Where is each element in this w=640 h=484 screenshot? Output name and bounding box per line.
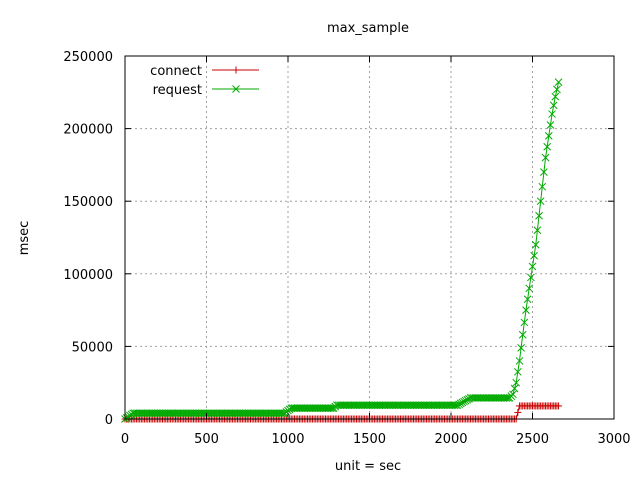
y-tick-label: 200000 bbox=[63, 123, 113, 138]
x-axis-label: unit = sec bbox=[335, 459, 401, 474]
data-point-request bbox=[551, 92, 560, 101]
data-point-request bbox=[528, 262, 537, 271]
data-point-request bbox=[522, 306, 530, 314]
grid-layer bbox=[125, 56, 614, 419]
legend-marker-request bbox=[232, 85, 240, 93]
legend-label-request: request bbox=[153, 83, 202, 98]
data-point-request bbox=[553, 85, 561, 94]
data-point-request bbox=[549, 101, 558, 110]
data-point-request bbox=[531, 240, 540, 249]
data-point-request bbox=[533, 226, 542, 235]
data-point-request bbox=[543, 142, 552, 151]
x-tick-label: 1000 bbox=[271, 432, 304, 447]
data-point-request bbox=[546, 121, 555, 129]
data-point-request bbox=[538, 182, 547, 191]
data-point-connect bbox=[514, 408, 522, 416]
data-point-request bbox=[536, 197, 545, 206]
data-point-request bbox=[512, 378, 521, 387]
x-tick-label: 500 bbox=[194, 432, 219, 447]
data-point-request bbox=[527, 273, 535, 282]
x-tick-label: 0 bbox=[121, 432, 129, 447]
data-point-request bbox=[513, 367, 522, 376]
data-point-request bbox=[326, 404, 335, 412]
data-point-request bbox=[541, 153, 550, 162]
series-markers-request bbox=[121, 78, 563, 423]
legend: connect request bbox=[150, 64, 259, 98]
data-point-request bbox=[540, 168, 548, 177]
data-point-request bbox=[517, 343, 525, 352]
y-tick-label: 150000 bbox=[63, 195, 113, 210]
data-point-request bbox=[502, 394, 511, 402]
data-point-request bbox=[523, 295, 532, 304]
data-point-request bbox=[518, 330, 527, 339]
data-point-request bbox=[277, 409, 286, 418]
axis-layer: 0 500 1000 1500 2000 2500 3000 0 50000 100000 1500… bbox=[63, 50, 630, 447]
y-tick-label: 50000 bbox=[72, 340, 113, 355]
data-point-request bbox=[525, 284, 534, 293]
x-tick-label: 1500 bbox=[353, 432, 386, 447]
x-tick-label: 2000 bbox=[434, 432, 467, 447]
data-point-request bbox=[510, 384, 519, 393]
data-point-request bbox=[515, 357, 524, 365]
y-tick-label: 100000 bbox=[63, 268, 113, 283]
x-tick-label: 2500 bbox=[516, 432, 549, 447]
data-point-request bbox=[544, 132, 553, 140]
series-line-request bbox=[124, 82, 560, 420]
x-tick-label: 3000 bbox=[597, 432, 630, 447]
data-point-request bbox=[535, 211, 543, 220]
data-point-request bbox=[509, 390, 517, 399]
y-axis-label: msec bbox=[17, 221, 32, 256]
data-point-request bbox=[530, 251, 538, 260]
y-tick-label: 0 bbox=[105, 413, 113, 428]
data-point-request bbox=[554, 78, 563, 86]
data-point-connect bbox=[555, 402, 563, 410]
y-tick-label: 250000 bbox=[63, 50, 113, 65]
data-point-request bbox=[548, 110, 556, 118]
series-layer bbox=[121, 78, 563, 423]
chart-title: max_sample bbox=[327, 21, 409, 36]
legend-marker-connect bbox=[232, 66, 240, 74]
data-point-request bbox=[520, 318, 529, 327]
legend-label-connect: connect bbox=[150, 64, 202, 79]
